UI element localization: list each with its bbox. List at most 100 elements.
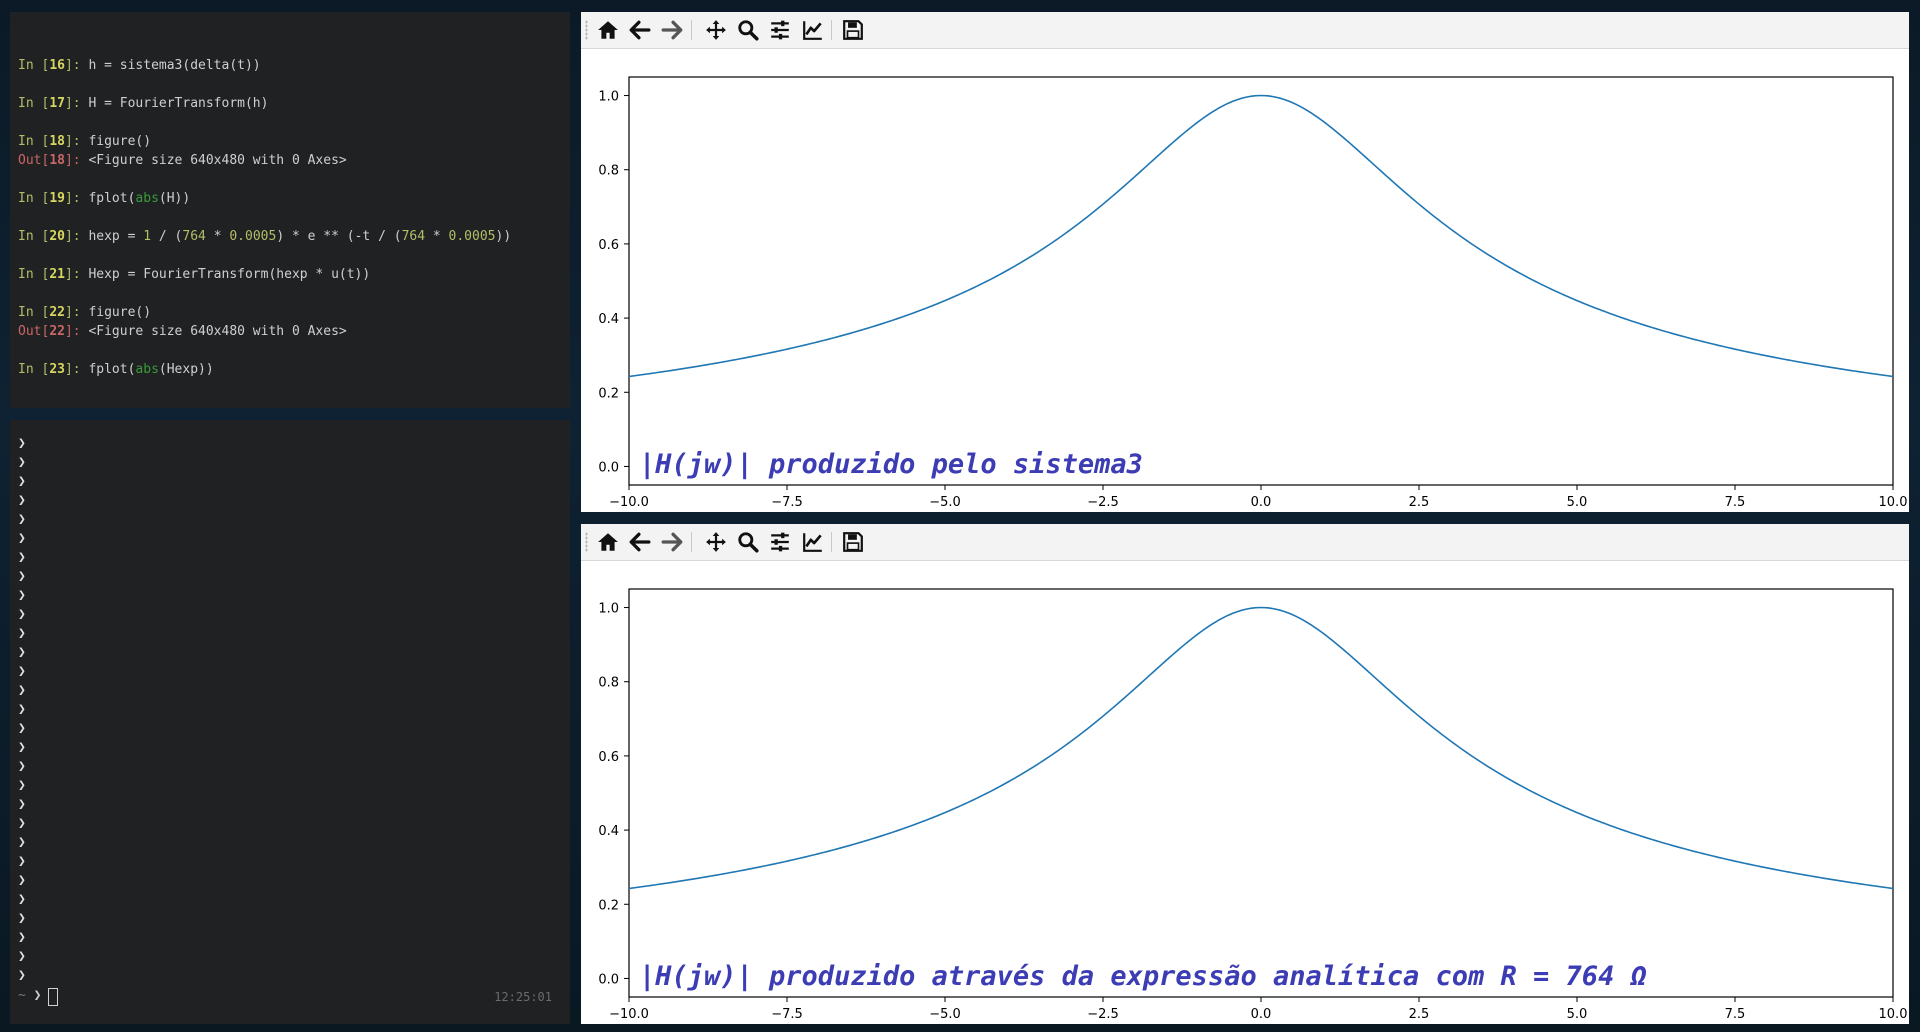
y-tick-label: 0.2 <box>598 898 619 913</box>
clock: 12:25:01 <box>494 990 552 1004</box>
back-arrow-icon <box>629 20 651 40</box>
x-tick-label: 10.0 <box>1879 495 1908 510</box>
input-line: In [16]: h = sistema3(delta(t)) <box>18 58 261 73</box>
current-prompt: ~ ❯ <box>18 988 42 1003</box>
save-button[interactable] <box>840 18 866 42</box>
y-tick-label: 0.4 <box>598 312 619 327</box>
forward-arrow-icon <box>661 20 683 40</box>
input-line: In [20]: hexp = 1 / (764 * 0.0005) * e *… <box>18 229 512 244</box>
home-button[interactable] <box>595 530 621 554</box>
empty-prompt: ❯ <box>18 569 26 584</box>
empty-prompt: ❯ <box>18 455 26 470</box>
y-tick-label: 0.8 <box>598 676 619 691</box>
toolbar-separator <box>691 20 692 40</box>
magnitude-line <box>628 94 1894 378</box>
y-tick-label: 1.0 <box>598 602 619 617</box>
empty-prompt: ❯ <box>18 664 26 679</box>
x-tick-label: 2.5 <box>1409 495 1430 510</box>
empty-prompt: ❯ <box>18 436 26 451</box>
shell-terminal[interactable]: ❯ ❯ ❯ ❯ ❯ ❯ ❯ ❯ ❯ ❯ ❯ ❯ ❯ ❯ ❯ ❯ ❯ ❯ ❯ ❯ ❯ ❯ ❯ ❯ ❯ ❯ ❯ ❯ ❯ ~ ❯ 12:25:… <box>10 420 570 1024</box>
x-tick-label: 5.0 <box>1567 495 1588 510</box>
y-tick-label: 0.6 <box>598 750 619 765</box>
figure-window-1[interactable]: −10.0 −7.5 −5.0 −2.5 0.0 2.5 5.0 7.5 10.0 0.0 0.2 0… <box>581 12 1909 512</box>
configure-subplots-button[interactable] <box>767 18 793 42</box>
x-tick-label: 5.0 <box>1567 1007 1588 1022</box>
edit-axes-button[interactable] <box>800 530 826 554</box>
x-tick-label: −5.0 <box>929 1007 961 1022</box>
x-tick-label: −7.5 <box>771 495 803 510</box>
back-arrow-button[interactable] <box>627 530 653 554</box>
x-tick-label: −10.0 <box>609 1007 649 1022</box>
x-tick-label: −10.0 <box>609 495 649 510</box>
input-line: In [22]: figure() <box>18 305 152 320</box>
x-tick-label: 0.0 <box>1251 495 1272 510</box>
zoom-magnifier-icon <box>738 20 759 41</box>
x-tick-label: −7.5 <box>771 1007 803 1022</box>
back-arrow-icon <box>629 532 651 552</box>
x-tick-label: 0.0 <box>1251 1007 1272 1022</box>
save-icon <box>843 20 863 40</box>
input-line: In [17]: H = FourierTransform(h) <box>18 96 269 111</box>
home-icon <box>598 533 618 551</box>
text-cursor[interactable] <box>48 988 58 1006</box>
x-tick-label: 7.5 <box>1725 1007 1746 1022</box>
empty-prompt: ❯ <box>18 968 26 983</box>
empty-prompt: ❯ <box>18 702 26 717</box>
input-line: In [21]: Hexp = FourierTransform(hexp * … <box>18 267 371 282</box>
x-tick-label: −2.5 <box>1087 495 1119 510</box>
empty-prompt: ❯ <box>18 721 26 736</box>
axes-frame <box>628 76 1894 486</box>
pan-move-button[interactable] <box>703 530 729 554</box>
x-tick-label: 10.0 <box>1879 1007 1908 1022</box>
save-icon <box>843 532 863 552</box>
forward-arrow-button[interactable] <box>659 530 685 554</box>
figure-window-2[interactable]: −10.0 −7.5 −5.0 −2.5 0.0 2.5 5.0 7.5 10.0 0.0 0.2 0… <box>581 524 1909 1024</box>
edit-axes-button[interactable] <box>800 18 826 42</box>
output-line: Out[18]: <Figure size 640x480 with 0 Axe… <box>18 153 347 168</box>
empty-prompt: ❯ <box>18 835 26 850</box>
empty-prompt: ❯ <box>18 740 26 755</box>
back-arrow-button[interactable] <box>627 18 653 42</box>
empty-prompt: ❯ <box>18 626 26 641</box>
edit-axes-icon <box>803 21 822 40</box>
forward-arrow-icon <box>661 532 683 552</box>
zoom-magnifier-button[interactable] <box>735 530 761 554</box>
home-icon <box>598 21 618 39</box>
empty-prompt: ❯ <box>18 645 26 660</box>
configure-subplots-button[interactable] <box>767 530 793 554</box>
save-button[interactable] <box>840 530 866 554</box>
empty-prompt: ❯ <box>18 892 26 907</box>
y-tick-label: 0.6 <box>598 238 619 253</box>
y-tick-label: 0.2 <box>598 386 619 401</box>
plot-title: |H(jw)| produzido através da expressão a… <box>639 961 1647 992</box>
output-line: Out[22]: <Figure size 640x480 with 0 Axe… <box>18 324 347 339</box>
zoom-magnifier-button[interactable] <box>735 18 761 42</box>
pan-move-button[interactable] <box>703 18 729 42</box>
forward-arrow-button[interactable] <box>659 18 685 42</box>
y-tick-label: 0.0 <box>598 460 619 475</box>
pan-move-icon <box>706 532 726 552</box>
empty-prompt: ❯ <box>18 854 26 869</box>
empty-prompt: ❯ <box>18 873 26 888</box>
axes-frame <box>628 588 1894 998</box>
plot-title: |H(jw)| produzido pelo sistema3 <box>639 449 1143 480</box>
empty-prompt: ❯ <box>18 778 26 793</box>
plot-area[interactable]: −10.0 −7.5 −5.0 −2.5 0.0 2.5 5.0 7.5 10.0 0.0 0.2 0… <box>581 561 1909 1024</box>
empty-prompt: ❯ <box>18 512 26 527</box>
ipython-terminal[interactable]: In [16]: h = sistema3(delta(t)) In [17]: … <box>10 12 570 408</box>
zoom-magnifier-icon <box>738 532 759 553</box>
empty-prompt: ❯ <box>18 588 26 603</box>
empty-prompt: ❯ <box>18 683 26 698</box>
toolbar-separator <box>831 20 832 40</box>
toolbar-grip[interactable] <box>585 532 588 552</box>
edit-axes-icon <box>803 533 822 552</box>
configure-subplots-icon <box>771 20 789 40</box>
empty-prompt: ❯ <box>18 930 26 945</box>
empty-prompt: ❯ <box>18 550 26 565</box>
plot-area[interactable]: −10.0 −7.5 −5.0 −2.5 0.0 2.5 5.0 7.5 10.0 0.0 0.2 0… <box>581 49 1909 512</box>
home-button[interactable] <box>595 18 621 42</box>
toolbar-grip[interactable] <box>585 20 588 40</box>
configure-subplots-icon <box>771 532 789 552</box>
x-tick-label: 2.5 <box>1409 1007 1430 1022</box>
y-tick-label: 0.4 <box>598 824 619 839</box>
